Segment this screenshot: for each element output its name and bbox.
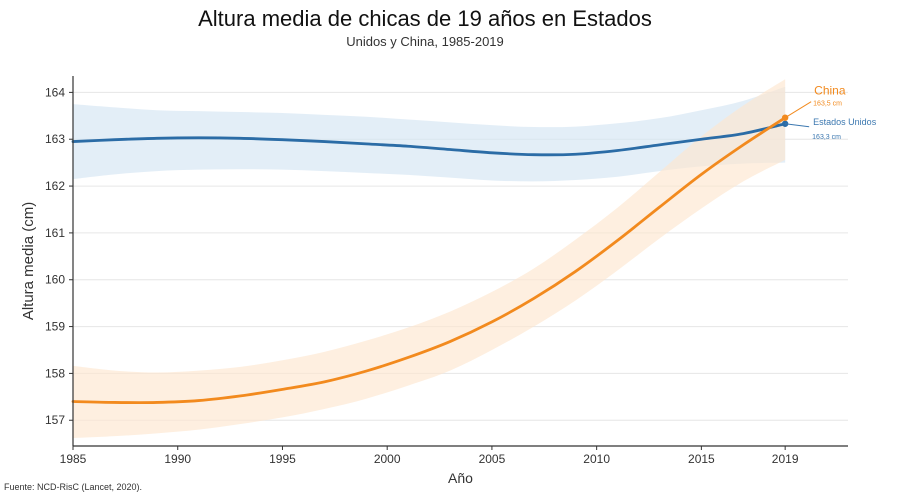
x-tick-label-2019: 2019 bbox=[772, 452, 799, 466]
chart-subtitle: Unidos y China, 1985-2019 bbox=[346, 34, 504, 49]
y-tick-label-161: 161 bbox=[45, 226, 65, 240]
y-axis-ticks: 157 158 159 160 161 162 163 164 bbox=[45, 85, 73, 427]
source-note: Fuente: NCD-RisC (Lancet, 2020). bbox=[4, 482, 143, 492]
x-tick-label-2015: 2015 bbox=[688, 452, 715, 466]
confidence-bands bbox=[73, 79, 786, 439]
y-tick-label-157: 157 bbox=[45, 413, 65, 427]
chart-title: Altura media de chicas de 19 años en Est… bbox=[198, 6, 652, 31]
usa-label-leader bbox=[785, 123, 810, 128]
y-tick-label-160: 160 bbox=[45, 273, 65, 287]
x-tick-label-2005: 2005 bbox=[479, 452, 506, 466]
x-tick-label-1985: 1985 bbox=[60, 452, 87, 466]
y-tick-label-159: 159 bbox=[45, 320, 65, 334]
x-tick-label-2010: 2010 bbox=[583, 452, 610, 466]
china-label-leader bbox=[784, 101, 812, 119]
x-tick-label-2000: 2000 bbox=[374, 452, 401, 466]
usa-confidence-band bbox=[73, 86, 786, 182]
x-axis-ticks: 1985 1990 1995 2000 2005 2010 2015 2019 bbox=[60, 446, 799, 466]
x-tick-label-1990: 1990 bbox=[164, 452, 191, 466]
series-end-labels: China 163,5 cm Estados Unidos 163,3 cm bbox=[784, 84, 877, 141]
y-tick-label-158: 158 bbox=[45, 366, 65, 380]
china-end-value-label: 163,5 cm bbox=[813, 101, 842, 108]
y-axis-label: Altura media (cm) bbox=[20, 202, 37, 320]
y-tick-label-164: 164 bbox=[45, 85, 65, 99]
x-axis-label: Año bbox=[448, 470, 473, 486]
y-tick-label-163: 163 bbox=[45, 132, 65, 146]
china-series-label: China bbox=[814, 84, 846, 98]
usa-series-label: Estados Unidos bbox=[813, 117, 877, 127]
x-tick-label-1995: 1995 bbox=[269, 452, 296, 466]
china-series-line bbox=[71, 116, 787, 405]
axes bbox=[72, 76, 848, 447]
y-tick-label-162: 162 bbox=[45, 179, 65, 193]
usa-series-line bbox=[71, 122, 787, 157]
usa-end-value-label: 163,3 cm bbox=[812, 134, 841, 141]
